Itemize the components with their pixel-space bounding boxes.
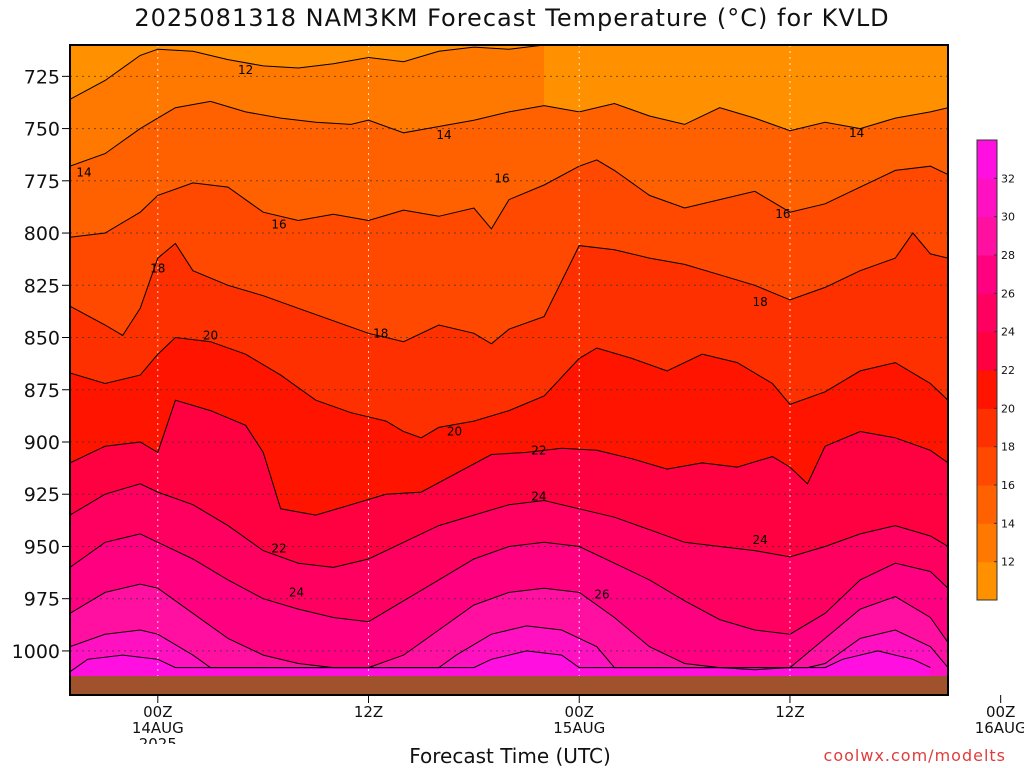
colorbar-swatch-32: [977, 140, 997, 179]
y-tick-label-800: 800: [24, 223, 60, 245]
x-tick-label-24-1: 15AUG: [553, 719, 605, 737]
colorbar-swatch-22: [977, 331, 997, 371]
isotherm-28: [70, 583, 948, 671]
isotherm-24: [70, 483, 948, 568]
isotherm-32: [70, 650, 931, 673]
contour-label-2: 14: [436, 128, 451, 142]
colorbar-swatch-28: [977, 216, 997, 256]
y-tick-label-925: 925: [24, 484, 60, 506]
colorbar-label-20: 20: [1001, 402, 1015, 415]
colorbar-swatch-12: [977, 523, 997, 563]
y-tick-label-825: 825: [24, 275, 60, 297]
x-tick-label-12-0: 12Z: [354, 703, 383, 721]
colorbar-swatch-14: [977, 485, 997, 524]
x-tick-label-24-0: 00Z: [565, 703, 594, 721]
y-tick-label-850: 850: [24, 328, 60, 350]
colorbar-label-18: 18: [1001, 441, 1015, 454]
contour-label-14: 24: [289, 585, 304, 599]
colorbar-swatch-16: [977, 446, 997, 486]
contour-label-5: 16: [494, 172, 509, 186]
x-tick-label-36-0: 12Z: [775, 703, 804, 721]
contour-label-13: 22: [531, 443, 546, 457]
source-credit[interactable]: coolwx.com/modelts: [823, 746, 1006, 765]
chart-title: 2025081318 NAM3KM Forecast Temperature (…: [134, 4, 890, 32]
isotherm-18: [70, 232, 948, 345]
isotherm-30: [70, 625, 948, 669]
colorbar-label-28: 28: [1001, 249, 1015, 262]
colorbar-label-12: 12: [1001, 556, 1015, 569]
colorbar-swatch-24: [977, 293, 997, 333]
band-30: [70, 625, 948, 680]
y-tick-label-775: 775: [24, 171, 60, 193]
y-tick-label-975: 975: [24, 589, 60, 611]
contour-label-9: 18: [752, 295, 767, 309]
temperature-fill: [70, 45, 948, 680]
isotherm-22: [70, 399, 948, 516]
contour-label-16: 24: [752, 533, 767, 547]
contour-label-8: 18: [373, 326, 388, 340]
isotherm-16: [70, 159, 948, 238]
y-tick-label-750: 750: [24, 119, 60, 141]
x-axis-label: Forecast Time (UTC): [409, 744, 611, 768]
contour-label-3: 14: [849, 126, 864, 140]
contour-label-1: 14: [76, 165, 91, 179]
colorbar-label-24: 24: [1001, 326, 1015, 339]
contour-label-12: 22: [271, 542, 286, 556]
colorbar-swatch-20: [977, 370, 997, 409]
contour-label-17: 26: [594, 588, 609, 602]
x-tick-label-0-1: 14AUG: [132, 719, 184, 737]
y-tick-label-875: 875: [24, 380, 60, 402]
colorbar-swatch-18: [977, 408, 997, 448]
plot-frame: [69, 44, 949, 696]
colorbar-label-32: 32: [1001, 172, 1015, 185]
isotherm-14: [70, 100, 948, 167]
contour-label-7: 18: [150, 262, 165, 276]
colorbar-swatch-26: [977, 255, 997, 294]
isotherm-26: [70, 533, 948, 635]
y-axis: 725 750 775 800 825 850 875 900 925 950 975 1000: [12, 66, 70, 663]
colorbar-swatch-10: [977, 561, 997, 601]
x-tick-label-48-0: 00Z: [986, 703, 1015, 721]
colorbar-swatch-30: [977, 178, 997, 218]
colorbar: 12 14 16 18 20 22 24 26 28 30 32: [976, 139, 1015, 601]
y-tick-label-1000: 1000: [12, 641, 60, 663]
y-tick-label-950: 950: [24, 536, 60, 558]
colorbar-label-14: 14: [1001, 517, 1015, 530]
band-32: [70, 650, 931, 680]
grid-lines: [70, 45, 948, 676]
x-tick-label-48-1: 16AUG: [975, 719, 1024, 737]
x-tick-label-0-2: 2025: [139, 735, 177, 744]
contour-label-4: 16: [271, 218, 286, 232]
colorbar-label-30: 30: [1001, 211, 1015, 224]
isotherm-20: [70, 336, 948, 439]
x-tick-label-0-0: 00Z: [143, 703, 172, 721]
colorbar-label-22: 22: [1001, 364, 1015, 377]
contour-labels: 12 14 14 14 16 16 16 18 18 18 20 20 22 22 24 24 24 26: [76, 63, 864, 601]
ground-strip: [70, 676, 948, 695]
y-tick-label-900: 900: [24, 432, 60, 454]
colorbar-label-26: 26: [1001, 287, 1015, 300]
contour-label-10: 20: [203, 328, 218, 342]
y-tick-label-725: 725: [24, 66, 60, 88]
contour-label-11: 20: [447, 425, 462, 439]
contour-label-0: 12: [238, 63, 253, 77]
contour-label-15: 24: [531, 489, 546, 503]
isotherm-lines: [70, 45, 948, 673]
colorbar-label-16: 16: [1001, 479, 1015, 492]
isotherm-12: [70, 45, 545, 100]
contour-label-6: 16: [775, 207, 790, 221]
